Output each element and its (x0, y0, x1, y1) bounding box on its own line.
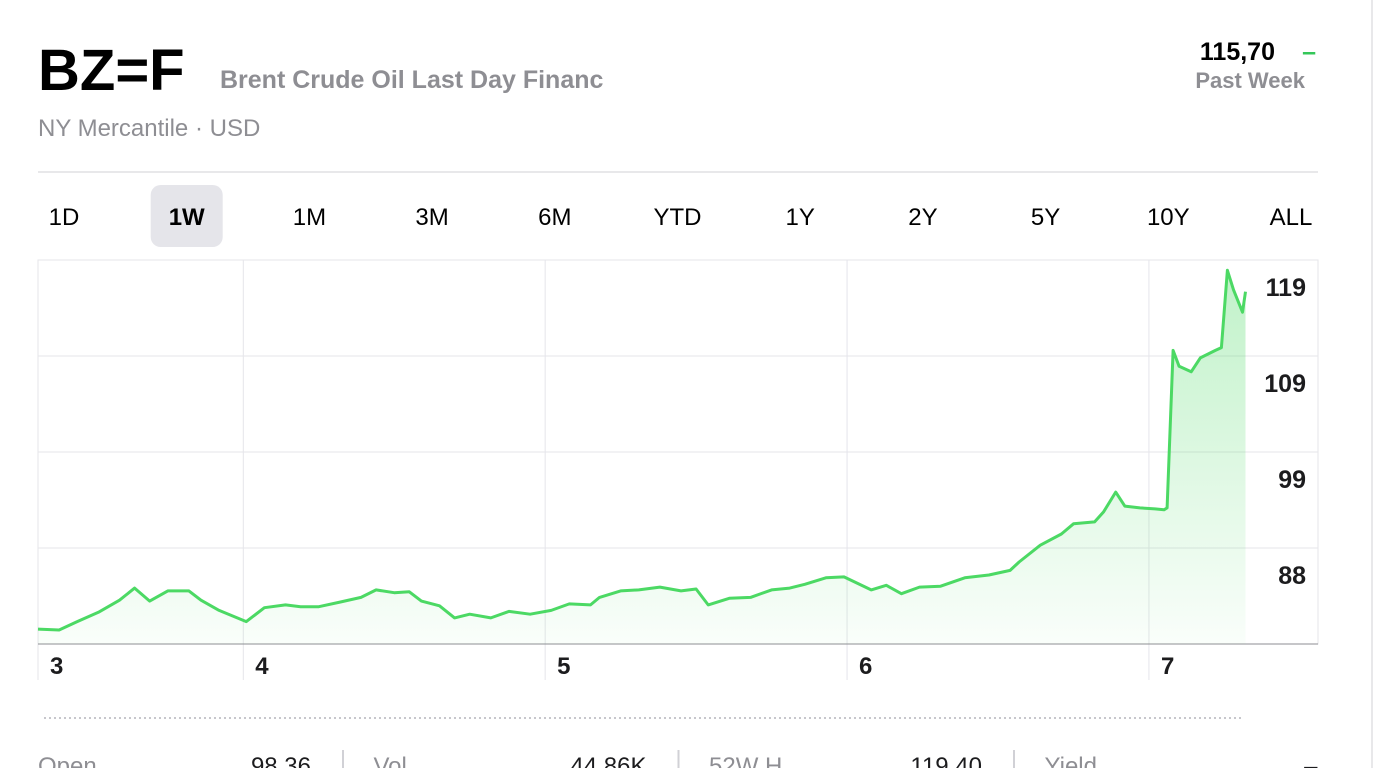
x-tick-label: 5 (557, 653, 570, 680)
y-tick-label: 99 (1278, 466, 1306, 494)
price-chart: 119 109 99 88 3 4 5 6 7 (37, 259, 1319, 680)
stat-label: 52W H (709, 753, 782, 768)
x-tick-label: 4 (255, 653, 269, 680)
exchange: NY Mercantile · USD (38, 115, 260, 142)
stat-label: Yield (1045, 753, 1097, 768)
price-line (37, 268, 1247, 632)
range-tab[interactable]: 1Y (786, 204, 815, 231)
range-tab[interactable]: 3M (415, 204, 448, 231)
x-tick-label: 3 (50, 653, 63, 680)
stat-value: 44,86K (570, 753, 646, 768)
x-tick-label: 7 (1161, 653, 1174, 680)
x-tick-label: 6 (859, 653, 872, 680)
stat-label: Open (38, 753, 97, 768)
range-tab[interactable]: 5Y (1031, 204, 1060, 231)
period: Past Week (1195, 68, 1305, 93)
change: – (1302, 38, 1316, 66)
y-tick-label: 119 (1266, 274, 1306, 302)
range-tab[interactable]: 1D (49, 204, 80, 231)
price-area (38, 270, 1246, 644)
stat-value: 98,36 (251, 753, 311, 768)
range-tab[interactable]: 1W (169, 204, 205, 231)
stat-value: – (1304, 753, 1318, 768)
stats-row: Open 98,36 Vol 44,86K 52W H 119,40 Yield – (38, 750, 1318, 768)
range-tabs: 1D 1W 1M 3M 6M YTD 1Y 2Y 5Y 10Y ALL (49, 185, 1313, 247)
range-tab[interactable]: YTD (654, 204, 702, 231)
price: 115,70 (1200, 38, 1275, 66)
range-tab[interactable]: 6M (538, 204, 571, 231)
range-tab[interactable]: 1M (293, 204, 326, 231)
y-tick-label: 109 (1264, 370, 1306, 398)
symbol: BZ=F (38, 38, 185, 103)
stat-value: 119,40 (910, 753, 982, 768)
range-tab[interactable]: 10Y (1147, 204, 1190, 231)
range-tab[interactable]: ALL (1270, 204, 1313, 231)
range-tab[interactable]: 2Y (908, 204, 937, 231)
y-tick-label: 88 (1278, 562, 1306, 590)
company-name: Brent Crude Oil Last Day Financ (220, 66, 604, 94)
stat-label: Vol (374, 753, 407, 768)
tab-selected-bg (150, 185, 223, 247)
